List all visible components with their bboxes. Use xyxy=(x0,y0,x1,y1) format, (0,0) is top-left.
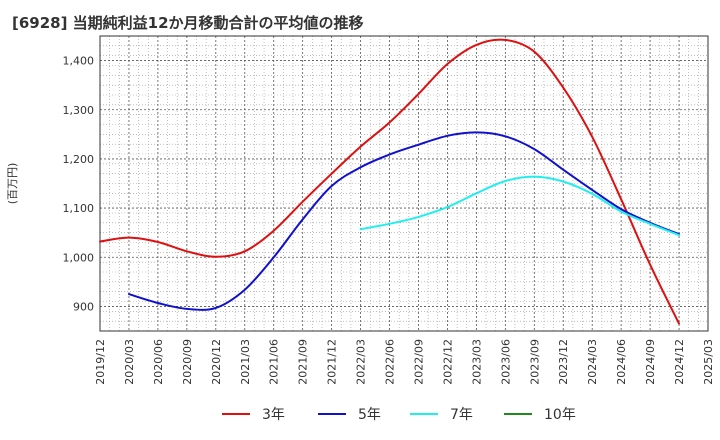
y-axis-ticks: 900 1,000 1,100 1,200 1,300 1,400 xyxy=(63,55,95,314)
x-tick-label: 2021/06 xyxy=(268,339,281,385)
x-tick-label: 2024/12 xyxy=(673,339,686,385)
x-tick-label: 2021/03 xyxy=(239,339,252,385)
y-axis-label: (百万円) xyxy=(6,163,19,205)
x-tick-label: 2024/09 xyxy=(644,339,657,385)
plot-area-frame xyxy=(99,35,709,332)
series-line-3 xyxy=(359,175,680,237)
legend-label-1: 3年 xyxy=(262,407,285,423)
x-tick-label: 2023/09 xyxy=(528,339,541,385)
legend-label-2: 5年 xyxy=(358,407,381,423)
series-lines xyxy=(99,38,680,325)
series-line-1 xyxy=(99,38,680,325)
y-tick-label: 1,200 xyxy=(63,153,95,166)
y-tick-label: 900 xyxy=(73,300,94,313)
x-tick-label: 2020/09 xyxy=(181,339,194,385)
x-tick-label: 2024/06 xyxy=(615,339,628,385)
legend-label-4: 10年 xyxy=(544,407,576,423)
legend: 3年 5年 7年 10年 xyxy=(222,407,576,423)
series-line-2 xyxy=(128,131,680,311)
y-tick-label: 1,100 xyxy=(63,202,95,215)
y-tick-label: 1,400 xyxy=(63,55,95,68)
y-tick-label: 1,000 xyxy=(63,251,95,264)
x-tick-label: 2022/03 xyxy=(355,339,368,385)
legend-label-3: 7年 xyxy=(450,407,473,423)
x-tick-label: 2023/12 xyxy=(557,339,570,385)
x-tick-label: 2020/03 xyxy=(123,339,136,385)
x-tick-label: 2019/12 xyxy=(94,339,107,385)
x-tick-label: 2024/03 xyxy=(586,339,599,385)
grid xyxy=(100,35,708,332)
x-tick-label: 2022/06 xyxy=(384,339,397,385)
x-axis-ticks: 2019/12 2020/03 2020/06 2020/09 2020/12 2021/… xyxy=(94,339,715,385)
x-tick-label: 2020/06 xyxy=(152,339,165,385)
x-tick-label: 2022/09 xyxy=(412,339,425,385)
x-tick-label: 2025/03 xyxy=(702,339,715,385)
x-tick-label: 2022/12 xyxy=(441,339,454,385)
x-tick-label: 2020/12 xyxy=(210,339,223,385)
x-tick-label: 2021/09 xyxy=(297,339,310,385)
x-tick-label: 2023/06 xyxy=(499,339,512,385)
x-tick-label: 2023/03 xyxy=(470,339,483,385)
y-tick-label: 1,300 xyxy=(63,104,95,117)
x-tick-label: 2021/12 xyxy=(326,339,339,385)
chart-title: [6928] 当期純利益12か月移動合計の平均値の推移 xyxy=(12,14,364,32)
